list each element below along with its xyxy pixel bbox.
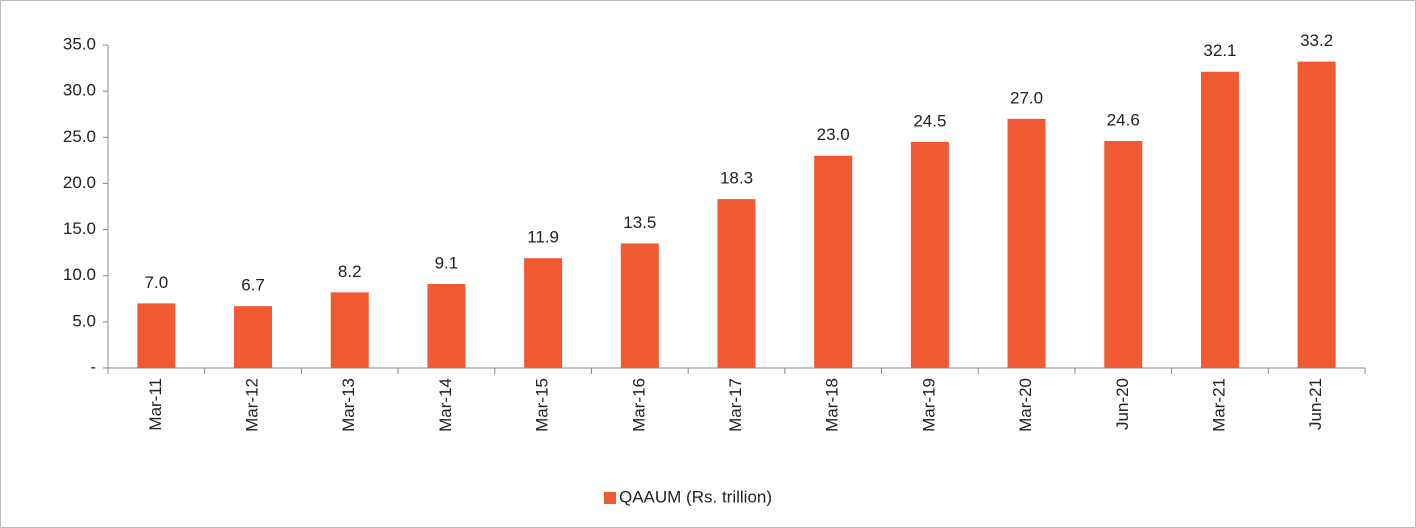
y-tick-label: 20.0: [63, 173, 96, 192]
bar: [137, 303, 176, 368]
value-label: 27.0: [1010, 88, 1043, 107]
legend-label: QAAUM (Rs. trillion): [619, 487, 772, 506]
y-tick-label: 5.0: [72, 311, 96, 330]
y-tick-label: 35.0: [63, 34, 96, 53]
value-label: 8.2: [338, 262, 362, 281]
bar: [1104, 140, 1143, 368]
bar: [330, 292, 369, 368]
y-tick-label: 15.0: [63, 219, 96, 238]
x-tick-label: Mar-13: [339, 378, 358, 432]
x-tick-label: Mar-11: [146, 378, 165, 431]
x-tick-label: Mar-18: [823, 378, 842, 432]
x-tick-label: Mar-19: [919, 378, 938, 432]
x-tick-label: Mar-21: [1209, 378, 1228, 432]
value-label: 13.5: [623, 213, 656, 232]
x-tick-label: Mar-12: [243, 378, 262, 432]
value-label: 24.6: [1107, 110, 1140, 129]
value-label: 23.0: [817, 125, 850, 144]
bar: [234, 306, 273, 368]
bar: [620, 243, 659, 368]
value-label: 32.1: [1203, 41, 1236, 60]
value-label: 24.5: [913, 111, 946, 130]
y-tick-label: -: [90, 357, 96, 376]
value-label: 7.0: [145, 273, 169, 292]
y-tick-label: 30.0: [63, 81, 96, 100]
y-tick-label: 10.0: [63, 265, 96, 284]
x-tick-label: Mar-14: [436, 378, 455, 432]
bar: [910, 141, 949, 368]
bar: [427, 284, 466, 368]
x-tick-label: Mar-17: [726, 378, 745, 432]
bar: [1200, 71, 1239, 369]
bar: [524, 258, 563, 368]
y-tick-label: 25.0: [63, 127, 96, 146]
x-tick-label: Mar-16: [629, 378, 648, 432]
bar: [1297, 61, 1336, 369]
value-label: 18.3: [720, 169, 753, 188]
x-tick-label: Mar-15: [533, 378, 552, 432]
bar: [1007, 118, 1046, 368]
bar: [814, 155, 853, 368]
value-label: 11.9: [527, 228, 559, 247]
value-label: 9.1: [435, 254, 459, 273]
value-label: 33.2: [1300, 31, 1333, 50]
value-label: 6.7: [241, 276, 265, 295]
x-tick-label: Jun-20: [1113, 378, 1132, 430]
x-tick-label: Mar-20: [1016, 378, 1035, 432]
x-tick-label: Jun-21: [1306, 378, 1325, 430]
legend-swatch: [604, 492, 616, 504]
bar: [717, 199, 756, 368]
